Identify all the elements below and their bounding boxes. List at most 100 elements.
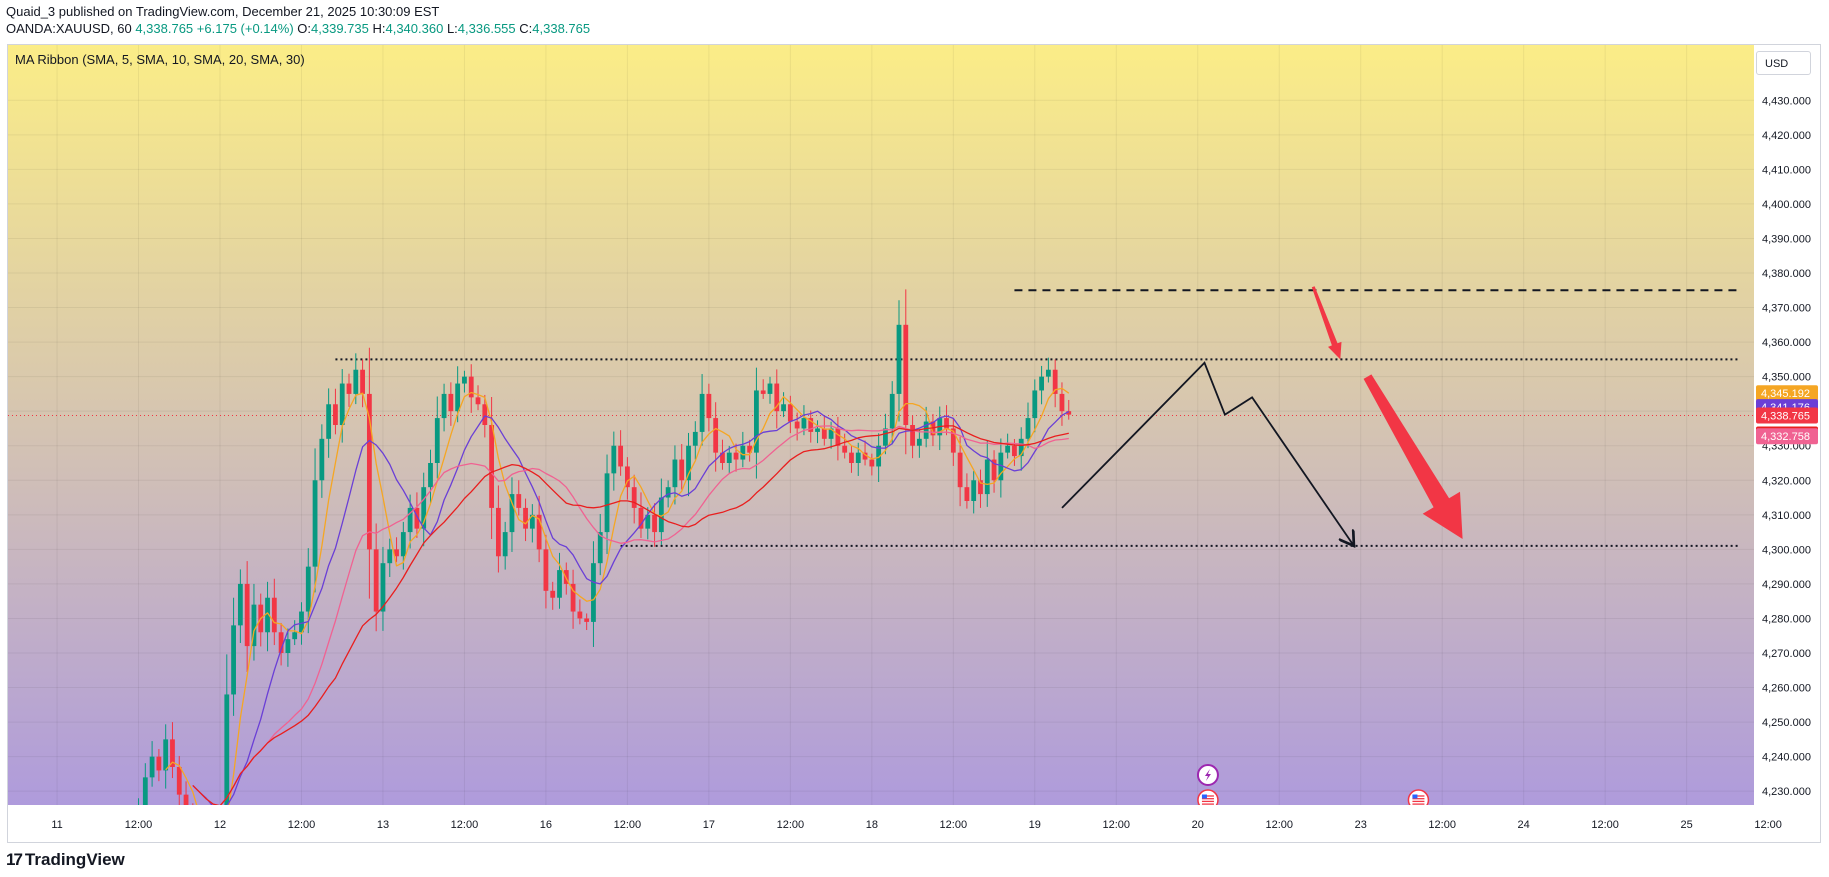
candle-body — [353, 369, 359, 394]
time-axis[interactable]: 2:001112:001212:001312:001612:001712:001… — [8, 805, 1820, 842]
candle-body — [597, 532, 603, 564]
candle-body — [625, 466, 630, 488]
candle-body — [706, 393, 712, 419]
candle-body — [604, 473, 610, 533]
price-tick-label: 4,360.000 — [1762, 337, 1811, 349]
ma5-line — [165, 387, 1070, 842]
candle-body — [312, 480, 318, 567]
candle-body — [373, 549, 379, 612]
candle-body — [237, 583, 243, 626]
candle-body — [984, 459, 990, 495]
tradingview-brand: TradingView — [24, 850, 125, 869]
chart-pane[interactable]: 4,230.000 4,240.000 4,250.000 4,260.000 4,27… — [7, 44, 1821, 843]
candle-body — [1032, 390, 1038, 419]
candle-body — [808, 418, 814, 432]
candle-body — [944, 418, 949, 429]
time-tick-label: 12:00 — [1103, 819, 1131, 831]
close-key: C: — [519, 21, 533, 36]
ma30-line — [192, 425, 1069, 807]
candle-body — [299, 611, 304, 633]
candle-body — [360, 369, 365, 394]
candle-body — [787, 404, 793, 422]
time-tick-label: 23 — [1355, 819, 1367, 831]
candle-body — [998, 452, 1004, 481]
candle-body — [584, 618, 590, 622]
candle-body — [672, 459, 678, 488]
candle-body — [692, 431, 698, 446]
price-label: 4,332.758 — [1756, 428, 1818, 445]
candle-body — [428, 463, 433, 488]
candle-body — [170, 739, 175, 767]
candle-body — [638, 507, 644, 529]
candle-body — [971, 480, 977, 501]
zigzag-projection[interactable] — [1061, 361, 1354, 546]
price-label: 4,345.192 — [1756, 385, 1818, 402]
price-tick-label: 4,400.000 — [1762, 199, 1811, 211]
indicator-legend[interactable]: MA Ribbon (SMA, 5, SMA, 10, SMA, 20, SMA… — [15, 52, 305, 67]
time-tick-label: 12:00 — [940, 819, 968, 831]
close-value: 4,338.765 — [532, 21, 591, 36]
tradingview-logo[interactable]: 17 TradingView — [6, 850, 125, 870]
time-tick-label: 25 — [1681, 819, 1693, 831]
candle-body — [448, 393, 454, 412]
candle-body — [543, 549, 549, 591]
time-tick-label: 12:00 — [1591, 819, 1619, 831]
candle-body — [326, 404, 332, 439]
price-tick-label: 4,300.000 — [1762, 544, 1811, 556]
symbol-label[interactable]: OANDA:XAUUSD, 60 — [6, 21, 132, 36]
candle-body — [156, 756, 162, 771]
candle-body — [1039, 376, 1044, 391]
time-tick-label: 12:00 — [451, 819, 479, 831]
candle-body — [618, 445, 624, 467]
time-tick-label: 12 — [214, 819, 226, 831]
price-tick-label: 4,250.000 — [1762, 717, 1811, 729]
currency-selector[interactable]: USD — [1756, 51, 1811, 75]
candle-body — [733, 452, 739, 460]
price-change: +6.175 (+0.14%) — [196, 21, 294, 36]
price-label-text: 4,338.765 — [1761, 410, 1810, 422]
candle-body — [1059, 393, 1065, 412]
time-tick-label: 17 — [703, 819, 715, 831]
price-tick-label: 4,260.000 — [1762, 683, 1811, 695]
open-value: 4,339.735 — [311, 21, 369, 36]
low-value: 4,336.555 — [457, 21, 516, 36]
candle-body — [1045, 369, 1051, 377]
small-down-arrow[interactable] — [1311, 286, 1342, 360]
candle-body — [163, 739, 169, 771]
candle-body — [536, 514, 542, 550]
candle-body — [394, 549, 399, 557]
big-down-arrow[interactable] — [1363, 374, 1463, 539]
price-labels: 4,345.1924,341.1764,338.7654,333.2354,33… — [1756, 385, 1818, 445]
candle-body — [774, 383, 780, 412]
time-tick-label: 12:00 — [614, 819, 642, 831]
price-tick-label: 4,290.000 — [1762, 579, 1811, 591]
price-tick-label: 4,270.000 — [1762, 648, 1811, 660]
time-tick-label: 12:00 — [1265, 819, 1293, 831]
candle-body — [855, 452, 861, 463]
tradingview-logo-icon: 17 — [6, 850, 23, 869]
price-chart[interactable]: 4,230.000 4,240.000 4,250.000 4,260.000 4,27… — [8, 45, 1820, 842]
time-tick-label: 18 — [866, 819, 878, 831]
candle-body — [869, 459, 875, 467]
candle-body — [475, 397, 481, 405]
price-tick-label: 4,350.000 — [1762, 372, 1811, 384]
candle-body — [828, 428, 834, 439]
candle-body — [224, 694, 230, 826]
candle-body — [950, 428, 956, 453]
candle-body — [244, 583, 250, 647]
candle-body — [333, 404, 338, 425]
candle-body — [842, 445, 848, 453]
candle-body — [916, 438, 922, 446]
candle-body — [883, 428, 888, 446]
earnings-icon[interactable] — [1196, 764, 1219, 786]
candle-body — [523, 507, 528, 529]
candle-body — [889, 393, 895, 429]
candle-body — [387, 549, 393, 564]
candle-body — [251, 604, 257, 647]
candle-body — [271, 597, 277, 633]
high-value: 4,340.360 — [385, 21, 444, 36]
candle-body — [923, 421, 929, 439]
price-tick-label: 4,280.000 — [1762, 613, 1811, 625]
candle-body — [991, 459, 997, 481]
drawings[interactable] — [1061, 286, 1463, 546]
